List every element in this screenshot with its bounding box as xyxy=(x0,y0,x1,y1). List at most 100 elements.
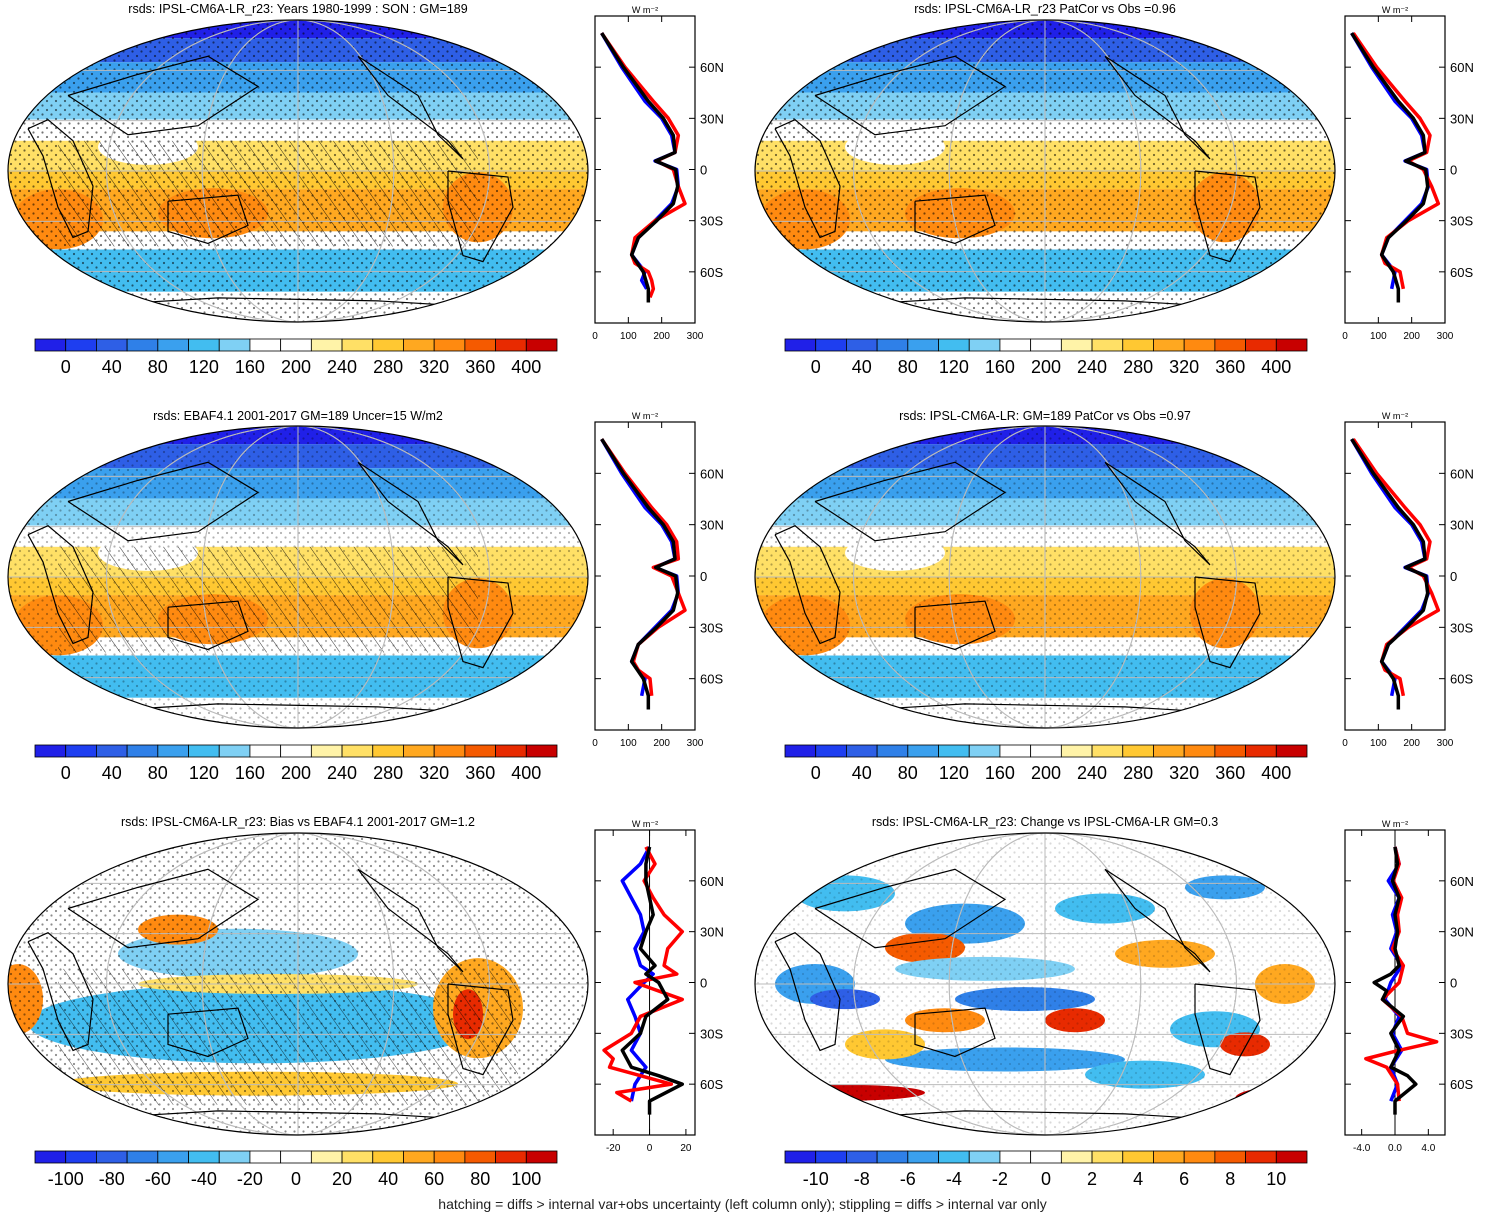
colorbar-swatch xyxy=(999,744,1032,758)
colorbar-swatch xyxy=(218,1150,251,1164)
colorbar-label: 0 xyxy=(811,763,821,783)
colorbar-label: 160 xyxy=(985,357,1015,377)
x-tick-label: 300 xyxy=(1437,738,1454,749)
colorbar-swatch xyxy=(815,1150,847,1164)
colorbar-swatch xyxy=(938,1150,970,1164)
colorbar-label: 240 xyxy=(1077,357,1107,377)
map-panel: rsds: IPSL-CM6A-LR_r23: Change vs IPSL-C… xyxy=(754,815,1336,1136)
colorbar: 0 40 80 120 160 200 240 280 320 360 400 xyxy=(784,338,1308,377)
lat-tick-label: 30S xyxy=(1450,620,1473,635)
map-border xyxy=(754,832,1336,1136)
colorbar-swatch xyxy=(1091,744,1124,758)
coastline xyxy=(1104,461,1211,566)
colorbar-label: 400 xyxy=(511,357,541,377)
colorbar-label: 80 xyxy=(148,357,168,377)
colorbar-swatch xyxy=(1183,338,1216,352)
colorbar-swatch xyxy=(65,1150,97,1164)
colorbar: 0 40 80 120 160 200 240 280 320 360 400 xyxy=(34,338,558,377)
colorbar-swatch xyxy=(968,338,1001,352)
lat-tick-label: 0 xyxy=(700,163,707,178)
coastline xyxy=(27,931,94,1052)
coastline xyxy=(27,118,94,239)
colorbar-swatch xyxy=(372,744,404,758)
colorbar-label: 80 xyxy=(470,1169,490,1189)
colorbar-swatch xyxy=(96,1150,128,1164)
coastline xyxy=(357,55,464,160)
map-panel: rsds: EBAF4.1 2001-2017 GM=189 Uncer=15 … xyxy=(7,409,589,729)
graticule-meridian xyxy=(853,833,1237,1135)
colorbar-swatch xyxy=(157,744,189,758)
colorbar-swatch xyxy=(815,744,847,758)
colorbar-swatch xyxy=(310,338,343,352)
zonal-profile: 0 100 200 300 W m⁻² 60N 30N 0 30S 60S xyxy=(592,5,724,342)
map-panel: rsds: IPSL-CM6A-LR_r23: Bias vs EBAF4.1 … xyxy=(7,815,589,1136)
colorbar-label: 8 xyxy=(1225,1169,1235,1189)
colorbar-swatch xyxy=(1122,744,1154,758)
coastline xyxy=(67,461,260,542)
colorbar-label: -40 xyxy=(191,1169,217,1189)
colorbar-swatch xyxy=(280,1150,312,1164)
unit-label: W m⁻² xyxy=(1382,5,1408,15)
lat-tick-label: 60S xyxy=(700,265,723,280)
unit-label: W m⁻² xyxy=(1382,819,1408,829)
colorbar-swatch xyxy=(1030,1150,1062,1164)
coastline xyxy=(814,461,1007,542)
colorbar-swatch xyxy=(968,744,1001,758)
coastline xyxy=(67,55,260,136)
unit-label: W m⁻² xyxy=(632,411,658,421)
graticule-meridian xyxy=(948,426,1142,728)
black-series-line xyxy=(620,846,685,1115)
blue-series-line xyxy=(620,846,655,1102)
colorbar-swatch xyxy=(1030,338,1062,352)
graticule-meridian xyxy=(948,20,1142,322)
red-series-line xyxy=(1351,32,1441,290)
colorbar-swatch xyxy=(999,338,1032,352)
coastline xyxy=(914,194,996,245)
colorbar-swatch xyxy=(999,1150,1032,1164)
colorbar-label: 200 xyxy=(281,357,311,377)
coastline xyxy=(1194,983,1261,1076)
lat-tick-label: 60S xyxy=(1450,265,1473,280)
colorbar: -100 -80 -60 -40 -20 0 20 40 60 80 100 xyxy=(34,1150,558,1189)
colorbar-label: 200 xyxy=(1031,763,1061,783)
black-series-line xyxy=(1350,32,1430,303)
coastline xyxy=(774,524,841,645)
colorbar-swatch xyxy=(218,338,251,352)
colorbar-label: 200 xyxy=(1031,357,1061,377)
map-field xyxy=(8,20,588,322)
map-title: rsds: EBAF4.1 2001-2017 GM=189 Uncer=15 … xyxy=(153,409,443,423)
lat-tick-label: 60S xyxy=(1450,672,1473,687)
blue-series-line xyxy=(600,32,681,290)
colorbar-swatch xyxy=(1153,1150,1185,1164)
coastline xyxy=(1104,868,1211,973)
graticule-meridian xyxy=(201,426,395,728)
colorbar-label: 360 xyxy=(1215,763,1245,783)
colorbar-swatch xyxy=(907,338,939,352)
unit-label: W m⁻² xyxy=(632,819,658,829)
zonal-profile: -20 0 20 W m⁻² 60N 30N 0 30S 60S xyxy=(594,819,724,1154)
x-tick-label: 200 xyxy=(653,738,670,749)
coastline xyxy=(1104,55,1211,160)
lat-tick-label: 60S xyxy=(1450,1077,1473,1092)
colorbar-swatch xyxy=(126,1150,159,1164)
coastline xyxy=(914,1007,996,1058)
colorbar-swatch xyxy=(1153,744,1185,758)
colorbar-label: 160 xyxy=(235,763,265,783)
colorbar-swatch xyxy=(495,338,527,352)
x-tick-label: 200 xyxy=(1403,738,1420,749)
colorbar-label: 160 xyxy=(235,357,265,377)
colorbar-swatch xyxy=(525,744,558,758)
map-panel: rsds: IPSL-CM6A-LR: GM=189 PatCor vs Obs… xyxy=(754,409,1336,729)
colorbar-label: 320 xyxy=(419,763,449,783)
coastline xyxy=(774,931,841,1052)
x-tick-label: 300 xyxy=(687,331,704,342)
map-field xyxy=(755,426,1335,728)
map-field xyxy=(8,833,588,1135)
colorbar-swatch xyxy=(907,1150,939,1164)
coastline xyxy=(167,1007,249,1058)
colorbar-swatch xyxy=(876,338,909,352)
colorbar-label: 80 xyxy=(898,763,918,783)
colorbar-swatch xyxy=(525,1150,558,1164)
x-tick-label: 20 xyxy=(680,1143,692,1154)
